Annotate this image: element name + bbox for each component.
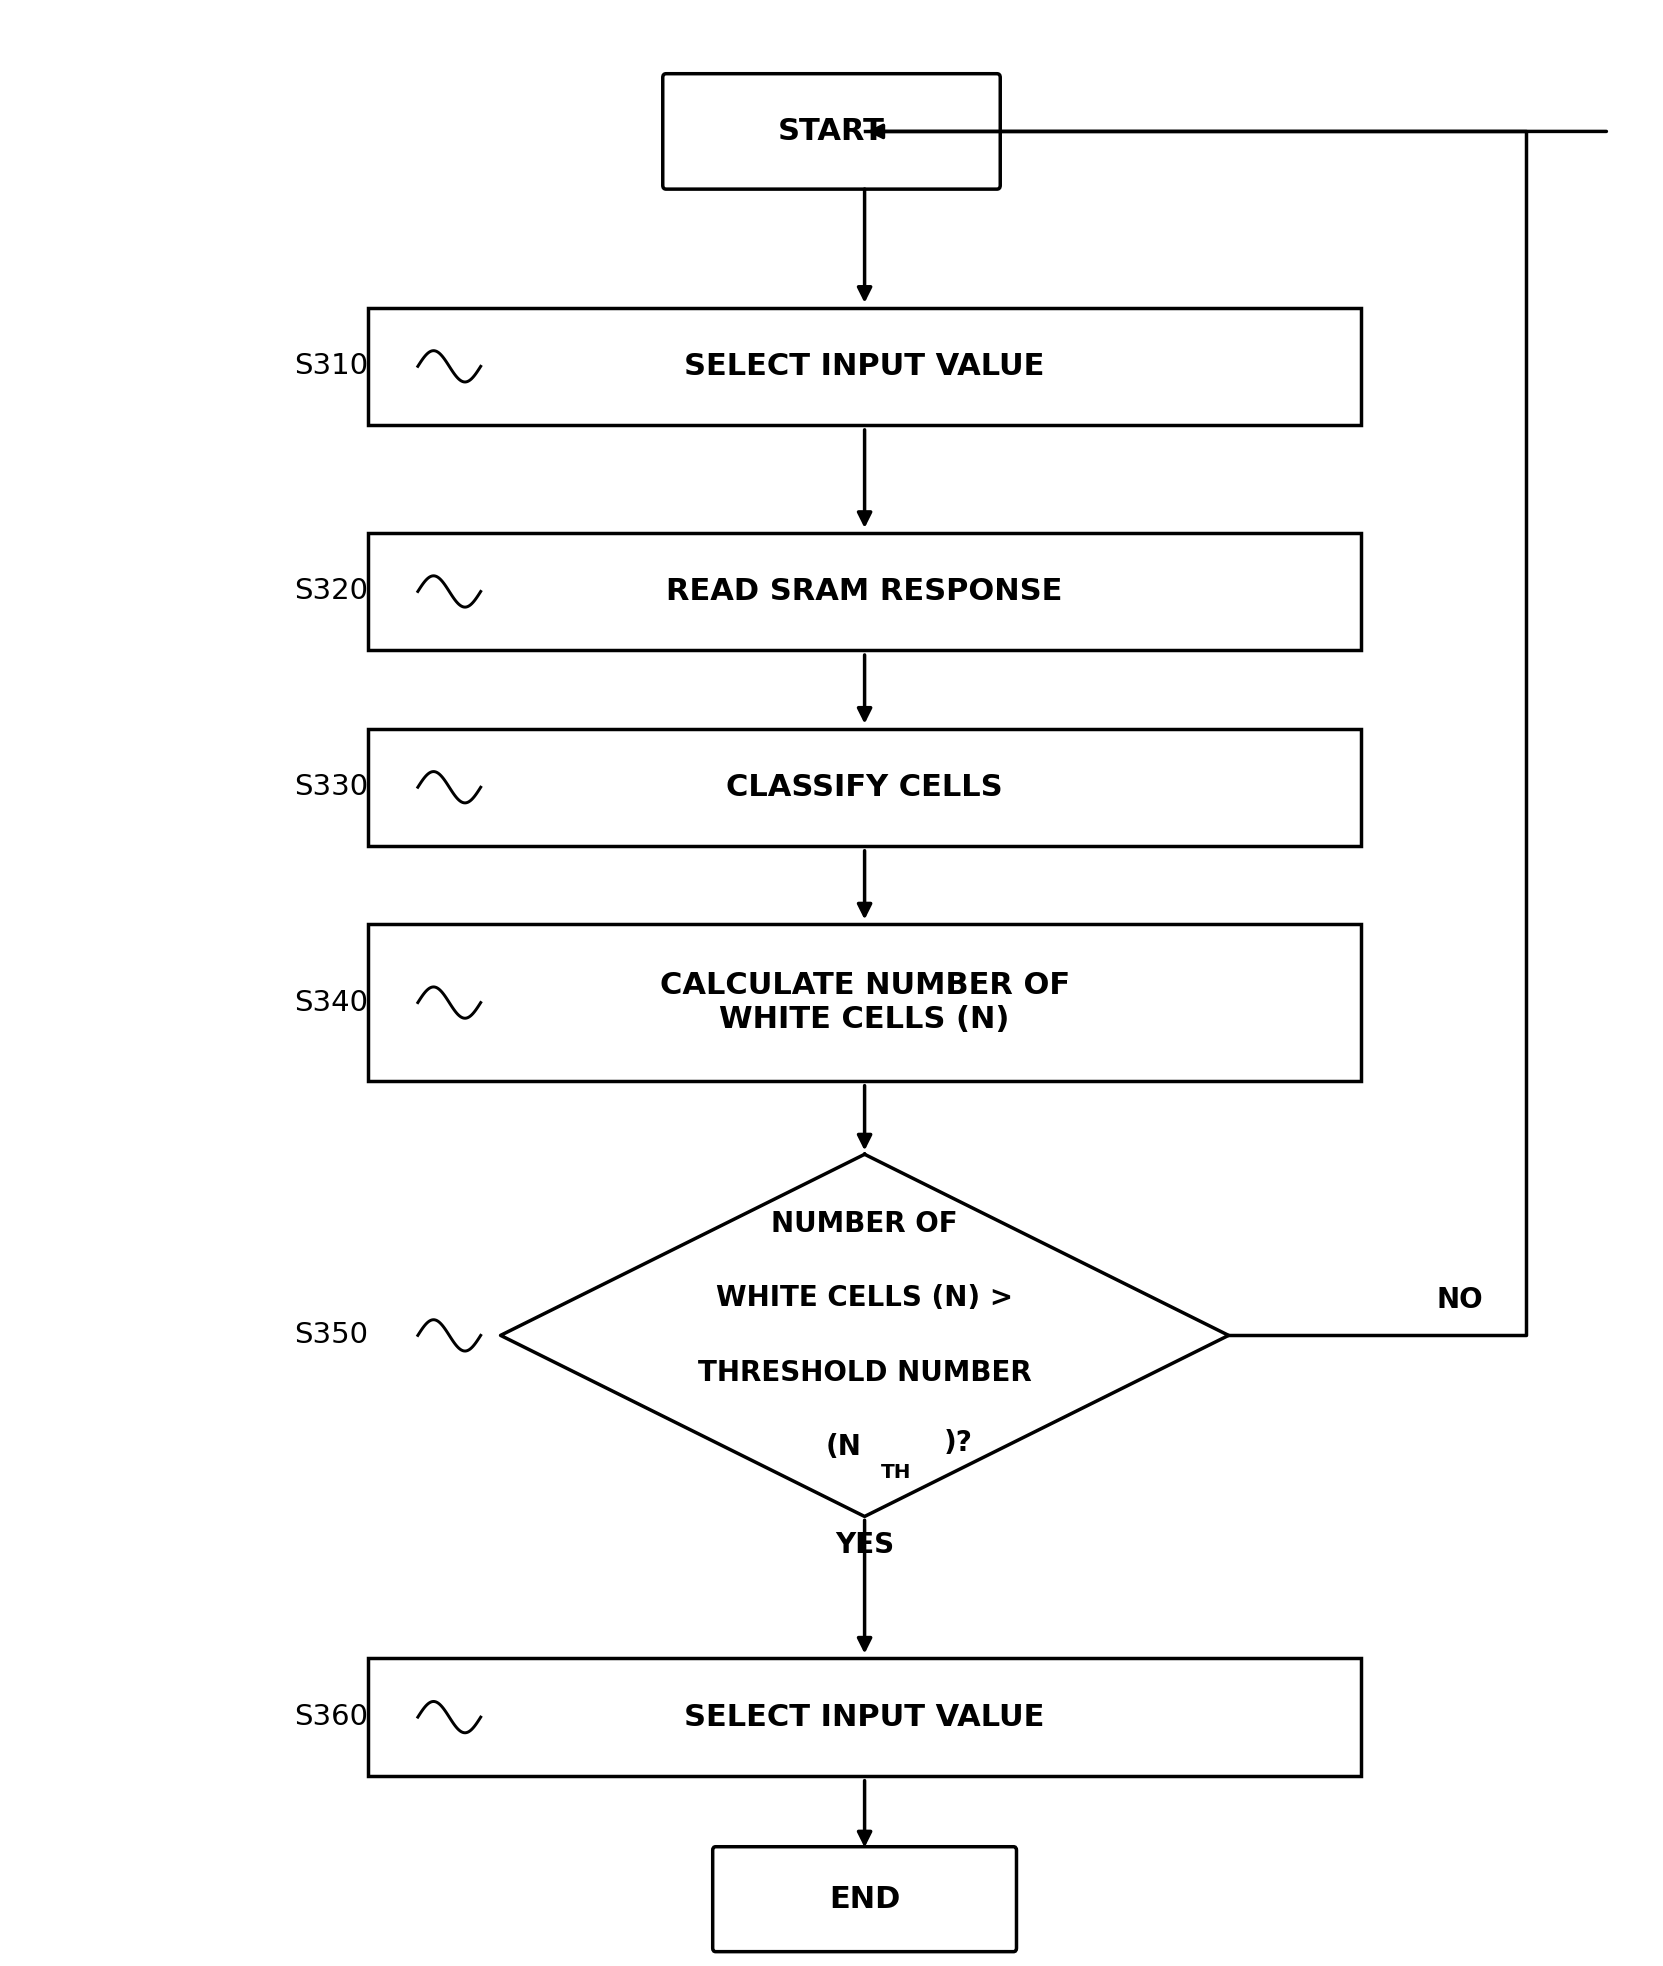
Text: NO: NO xyxy=(1437,1286,1483,1313)
Bar xyxy=(368,1659,1360,1775)
Text: S310: S310 xyxy=(294,352,368,379)
Text: S350: S350 xyxy=(294,1321,368,1349)
Text: READ SRAM RESPONSE: READ SRAM RESPONSE xyxy=(667,576,1063,606)
Bar xyxy=(368,729,1360,845)
Text: END: END xyxy=(828,1885,900,1913)
Text: TH: TH xyxy=(881,1463,911,1482)
Text: S340: S340 xyxy=(294,989,368,1016)
Text: NUMBER OF: NUMBER OF xyxy=(772,1209,958,1239)
Text: YES: YES xyxy=(835,1532,895,1559)
Text: SELECT INPUT VALUE: SELECT INPUT VALUE xyxy=(685,1703,1044,1732)
Bar xyxy=(368,924,1360,1081)
Text: CLASSIFY CELLS: CLASSIFY CELLS xyxy=(727,773,1003,802)
Text: (N: (N xyxy=(825,1433,861,1461)
Text: SELECT INPUT VALUE: SELECT INPUT VALUE xyxy=(685,352,1044,381)
FancyBboxPatch shape xyxy=(713,1846,1016,1952)
Text: S330: S330 xyxy=(294,773,368,802)
Bar xyxy=(368,533,1360,651)
FancyBboxPatch shape xyxy=(664,73,999,189)
Text: S320: S320 xyxy=(294,578,368,606)
Text: THRESHOLD NUMBER: THRESHOLD NUMBER xyxy=(698,1359,1031,1386)
Polygon shape xyxy=(501,1154,1229,1516)
Bar xyxy=(368,307,1360,425)
Text: START: START xyxy=(778,116,885,145)
Text: S360: S360 xyxy=(294,1703,368,1732)
Text: CALCULATE NUMBER OF
WHITE CELLS (N): CALCULATE NUMBER OF WHITE CELLS (N) xyxy=(660,971,1069,1034)
Text: )?: )? xyxy=(943,1429,973,1457)
Text: WHITE CELLS (N) >: WHITE CELLS (N) > xyxy=(717,1284,1013,1311)
